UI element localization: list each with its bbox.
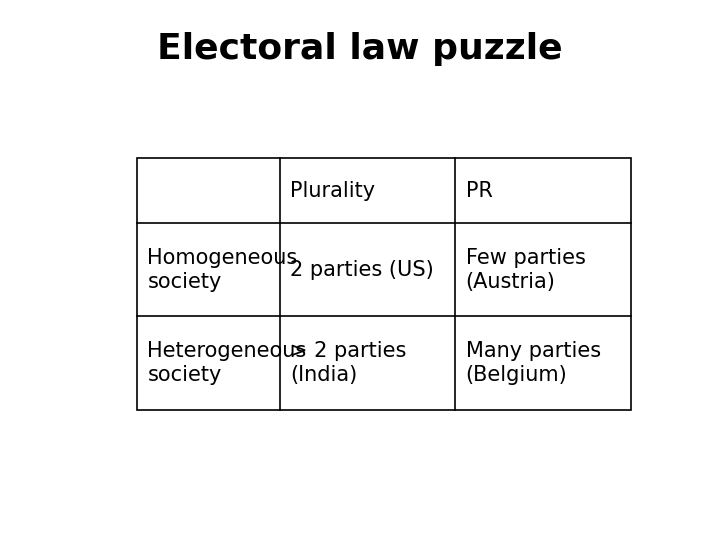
Text: Few parties
(Austria): Few parties (Austria) — [466, 247, 585, 292]
Text: Homogeneous
society: Homogeneous society — [148, 247, 298, 292]
Text: > 2 parties
(India): > 2 parties (India) — [289, 341, 406, 385]
Text: Many parties
(Belgium): Many parties (Belgium) — [466, 341, 600, 385]
Text: Plurality: Plurality — [289, 180, 375, 200]
Text: Heterogeneous
society: Heterogeneous society — [148, 341, 307, 385]
Text: PR: PR — [466, 180, 492, 200]
Text: Electoral law puzzle: Electoral law puzzle — [157, 32, 563, 65]
Text: 2 parties (US): 2 parties (US) — [289, 260, 433, 280]
Bar — [138, 158, 631, 410]
